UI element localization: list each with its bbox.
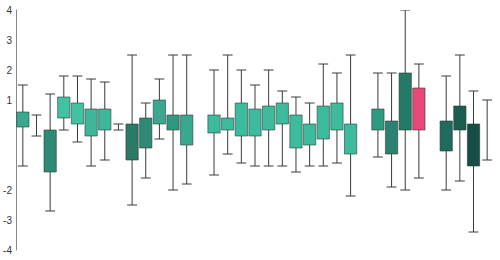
svg-text:4: 4 [6, 5, 12, 16]
svg-text:-3: -3 [3, 215, 12, 226]
svg-text:2: 2 [6, 65, 12, 76]
svg-text:1: 1 [6, 95, 12, 106]
svg-text:3: 3 [6, 35, 12, 46]
svg-text:-4: -4 [3, 245, 12, 256]
svg-text:-2: -2 [3, 185, 12, 196]
